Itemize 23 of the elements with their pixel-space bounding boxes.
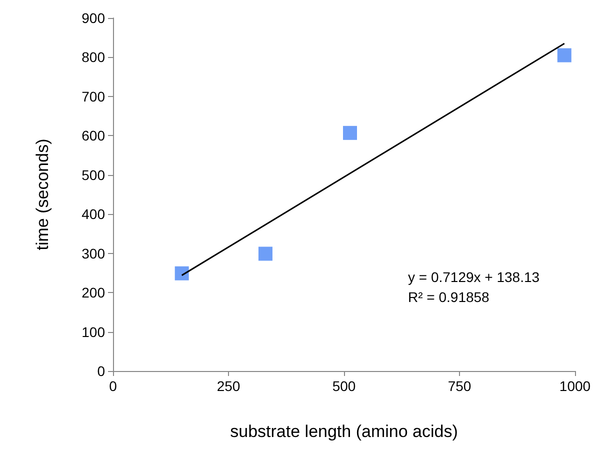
y-tick-label: 500 xyxy=(82,166,106,183)
point xyxy=(258,246,272,261)
x-axis-title: substrate length (amino acids) xyxy=(230,422,458,441)
x-tick-label: 750 xyxy=(448,378,472,394)
y-tick-label: 200 xyxy=(82,284,106,301)
point xyxy=(343,126,358,140)
x-tick-label: 250 xyxy=(216,378,240,394)
x-tick-label: 1000 xyxy=(559,378,591,394)
annotation: y = 0.7129x + 138.13 xyxy=(408,269,540,285)
y-tick-label: 900 xyxy=(82,10,106,26)
x-tick-label: 0 xyxy=(109,378,118,394)
point xyxy=(557,48,572,62)
y-tick-label: 300 xyxy=(82,245,106,262)
annotation: R² = 0.91858 xyxy=(408,289,490,305)
x-tick-label: 500 xyxy=(332,378,356,394)
point xyxy=(174,266,189,280)
y-tick-label: 600 xyxy=(82,128,106,144)
y-tick-label: 0 xyxy=(97,363,106,379)
y-tick-label: 100 xyxy=(82,324,106,340)
y-tick-label: 700 xyxy=(82,88,106,104)
y-tick-label: 400 xyxy=(82,206,106,222)
y-tick-label: 800 xyxy=(82,49,106,66)
y-axis-title: time (seconds) xyxy=(33,138,52,250)
